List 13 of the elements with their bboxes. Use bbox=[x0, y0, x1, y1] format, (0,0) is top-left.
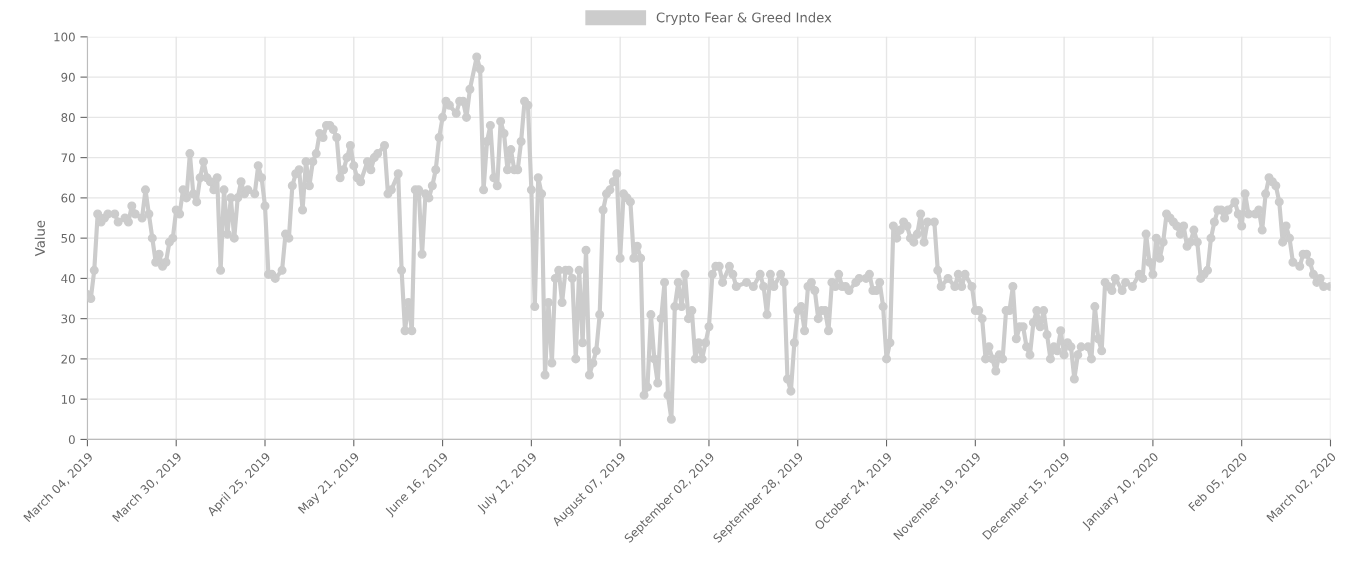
y-tick-label: 100 bbox=[54, 32, 75, 42]
y-tick-label: 50 bbox=[61, 233, 75, 243]
y-tick-label: 30 bbox=[61, 314, 75, 324]
y-tick-label: 70 bbox=[61, 153, 75, 163]
y-tick-label: 10 bbox=[61, 394, 75, 404]
legend-label: Crypto Fear & Greed Index bbox=[656, 12, 832, 25]
y-tick-label: 60 bbox=[61, 193, 75, 203]
y-tick-label: 0 bbox=[68, 435, 75, 445]
y-tick-label: 40 bbox=[61, 274, 75, 284]
y-axis-title: Value bbox=[34, 220, 45, 257]
y-tick-label: 90 bbox=[61, 72, 75, 82]
y-tick-label: 20 bbox=[61, 354, 75, 364]
y-tick-label: 80 bbox=[61, 113, 75, 123]
